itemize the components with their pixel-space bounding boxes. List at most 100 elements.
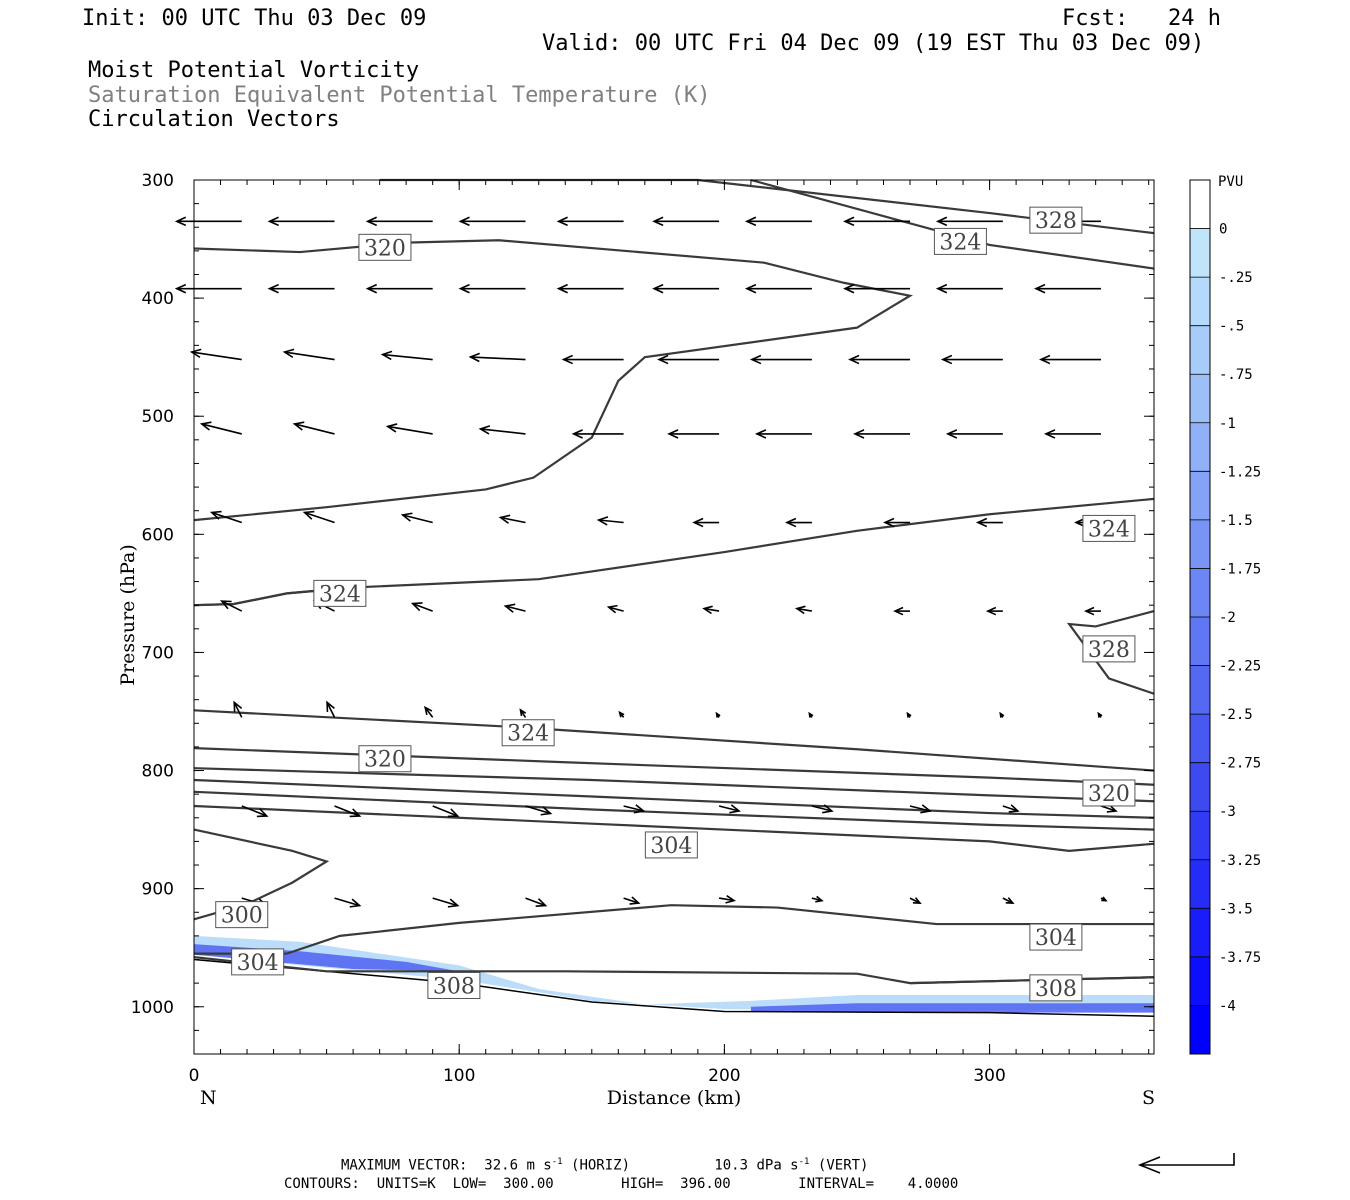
vector-3-5	[667, 429, 720, 439]
contour-line-1	[750, 178, 1155, 270]
vector-6-6	[808, 711, 814, 718]
vector-shaft	[480, 428, 526, 435]
vector-5-2	[410, 602, 433, 612]
vector-head	[815, 895, 824, 903]
vector-head	[267, 283, 279, 294]
field-title-theta-es: Saturation Equivalent Potential Temperat…	[88, 83, 711, 108]
vector-shaft	[402, 514, 433, 524]
vector-shaft	[718, 897, 735, 902]
vector-6-7	[906, 711, 912, 718]
vector-head	[629, 896, 641, 905]
vector-2-8	[940, 354, 1003, 365]
vector-head	[920, 804, 932, 814]
vector-1-6	[744, 283, 812, 294]
vector-5-9	[1084, 606, 1101, 616]
colorbar-label-14: -3.5	[1219, 901, 1253, 917]
vector-shaft	[432, 897, 458, 907]
vector-head	[606, 604, 618, 614]
vector-head	[1106, 804, 1118, 813]
vector-8-4	[623, 896, 641, 905]
vector-head	[503, 603, 516, 613]
vector-head	[385, 423, 398, 433]
colorbar-box-15	[1190, 908, 1210, 958]
colorbar-box-13	[1190, 811, 1210, 861]
x-tick-label-0: 0	[189, 1066, 200, 1086]
vector-shaft	[334, 805, 360, 817]
vector-0-3	[458, 216, 526, 227]
vector-head	[985, 606, 997, 616]
vector-head	[794, 605, 806, 615]
vector-7-0	[241, 805, 269, 818]
vector-2-1	[282, 348, 335, 361]
vector-6-1	[326, 700, 336, 718]
vector-head	[808, 711, 814, 718]
vector-head	[935, 283, 948, 294]
vector-head	[174, 283, 187, 294]
contour-label-16: 308	[1035, 977, 1077, 1002]
vector-head	[365, 216, 378, 227]
contour-label-11: 304	[650, 834, 692, 859]
vector-head	[498, 514, 511, 524]
x-tick-label-2: 200	[708, 1066, 740, 1086]
x-axis-label: Distance (km)	[607, 1087, 742, 1109]
vector-shaft	[623, 897, 639, 904]
contour-label-box-12	[215, 901, 269, 929]
vector-head	[652, 216, 664, 227]
vector-head	[349, 808, 362, 818]
vector-0-6	[744, 216, 812, 227]
contour-label-3: 324	[1088, 517, 1130, 542]
valid-time: Valid: 00 UTC Fri 04 Dec 09 (19 EST Thu …	[542, 31, 1205, 56]
vector-shaft	[326, 702, 336, 718]
vector-5-4	[606, 604, 624, 614]
max-horiz-exp: -1	[551, 1157, 563, 1167]
vector-7-6	[811, 804, 834, 814]
vector-0-7	[843, 216, 911, 227]
vector-3-2	[385, 423, 433, 435]
vector-shaft	[211, 511, 242, 524]
vector-head	[540, 806, 553, 816]
contour-label-box-6	[501, 719, 555, 747]
contour-line-10	[193, 790, 1155, 831]
vector-shaft	[191, 351, 242, 361]
contour-label-15: 308	[433, 974, 475, 999]
vector-shaft	[334, 897, 360, 907]
colorbar-label-9: -2.25	[1219, 659, 1261, 675]
vector-4-3	[498, 514, 526, 524]
contour-label-box-3	[1082, 514, 1136, 542]
vector-0-8	[935, 216, 1003, 227]
vector-head	[633, 804, 646, 814]
vector-shaft	[201, 423, 242, 435]
contour-label-6: 324	[507, 722, 549, 747]
vector-4-2	[400, 512, 433, 524]
x-tick-label-3: 300	[973, 1066, 1005, 1086]
vector-head	[410, 602, 423, 612]
vector-head	[692, 517, 704, 528]
vector-7-2	[432, 805, 460, 818]
vector-head	[744, 216, 757, 227]
vector-7-5	[718, 804, 741, 814]
vector-shaft	[718, 805, 740, 812]
pv-band-0	[194, 935, 1154, 1011]
vector-head	[326, 700, 335, 712]
colorbar-box-3	[1190, 325, 1210, 375]
circulation-vectors	[174, 216, 1118, 908]
contour-line-2	[193, 239, 914, 522]
vector-3-8	[945, 429, 1003, 439]
colorbar-box-16	[1190, 956, 1210, 1006]
vector-shaft	[241, 805, 268, 817]
vector-head	[282, 348, 295, 359]
vector-head	[1044, 429, 1056, 439]
colorbar-label-2: -.5	[1219, 319, 1244, 335]
contour-line-9	[193, 778, 1155, 819]
vector-1-9	[1034, 283, 1101, 294]
vector-head	[729, 804, 741, 814]
vector-head	[744, 283, 757, 294]
contour-line-6	[193, 709, 1155, 772]
vector-7-8	[1002, 804, 1020, 813]
vector-5-5	[702, 605, 720, 615]
vector-2-5	[657, 354, 720, 365]
vector-2-4	[561, 354, 624, 365]
max-vert-unit: (VERT)	[817, 1157, 869, 1174]
vector-shaft	[412, 602, 433, 612]
